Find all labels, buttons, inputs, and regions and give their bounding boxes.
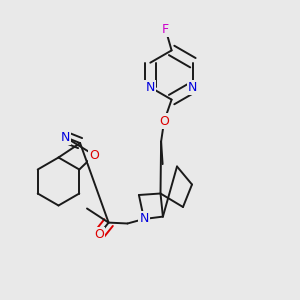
Text: F: F	[162, 23, 169, 36]
Text: O: O	[89, 148, 99, 162]
Text: O: O	[94, 228, 104, 241]
Text: O: O	[159, 115, 169, 128]
Text: N: N	[188, 81, 198, 94]
Text: N: N	[146, 81, 155, 94]
Text: N: N	[60, 130, 70, 144]
Text: N: N	[139, 212, 149, 226]
